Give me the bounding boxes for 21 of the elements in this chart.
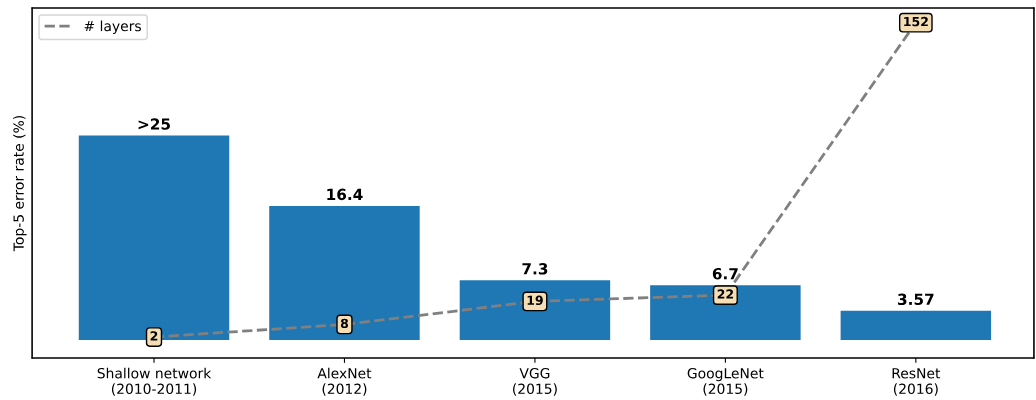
bar (840, 310, 992, 341)
bar (459, 280, 611, 341)
x-tick-label: ResNet (2016) (892, 368, 941, 396)
data-label: 16.4 (327, 188, 363, 201)
y-axis-title: Top-5 error rate (%) (13, 116, 27, 252)
bar (78, 135, 230, 341)
data-label: 7.3 (522, 263, 548, 275)
data-label: 6.7 (712, 267, 738, 280)
data-label: 8 (340, 318, 349, 329)
data-label: 3.57 (898, 293, 934, 306)
bar (650, 285, 801, 341)
bar (269, 205, 420, 341)
x-tick-label: AlexNet (2012) (317, 367, 372, 396)
data-label: 22 (717, 289, 733, 299)
x-tick-label: Shallow network (2010-2011) (97, 367, 212, 396)
data-label: 19 (527, 295, 543, 306)
legend-label: # layers (84, 20, 141, 34)
x-tick-label: VGG (2015) (513, 367, 557, 396)
data-label: 2 (150, 331, 158, 341)
x-tick-label: GoogLeNet (2015) (687, 367, 764, 396)
data-label: >25 (138, 118, 170, 130)
